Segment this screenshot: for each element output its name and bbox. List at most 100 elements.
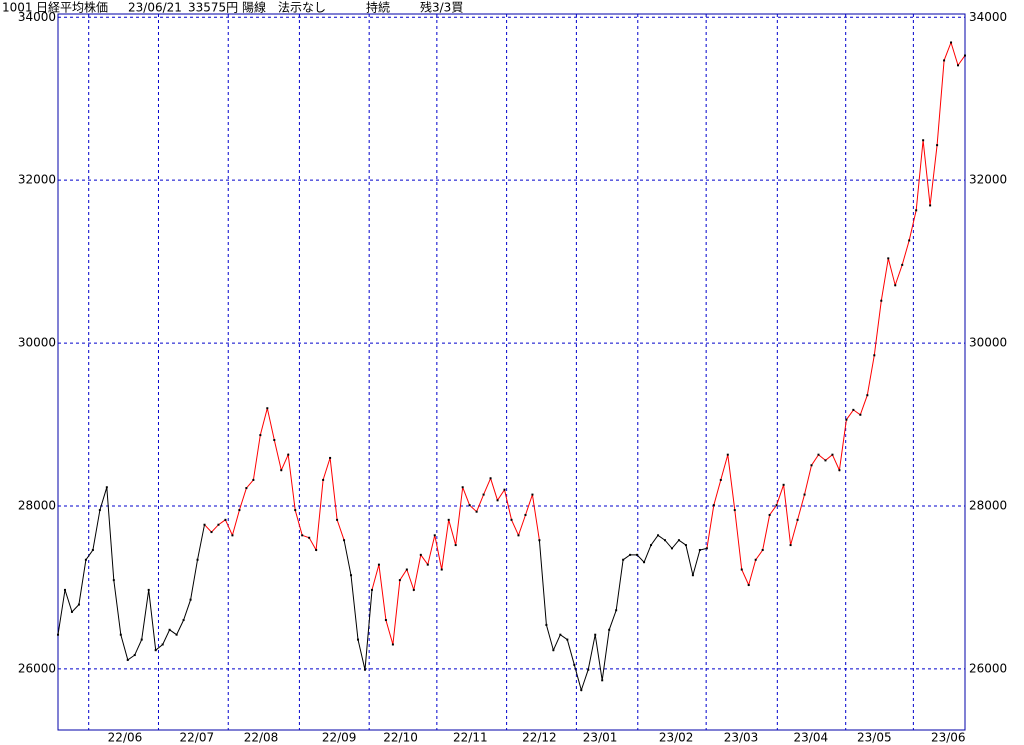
price-point	[189, 598, 192, 601]
price-point	[531, 493, 534, 496]
x-tick-label: 23/05	[857, 731, 892, 745]
price-point	[608, 628, 611, 631]
y-tick-label: 32000	[18, 173, 56, 187]
price-point	[636, 553, 639, 556]
x-tick-label: 22/08	[244, 731, 279, 745]
price-point	[580, 689, 583, 692]
price-point	[273, 439, 276, 442]
price-point	[98, 509, 101, 512]
price-point	[573, 663, 576, 666]
price-point	[657, 534, 660, 537]
y2-tick-label: 32000	[969, 173, 1007, 187]
price-line	[57, 487, 205, 661]
price-point	[154, 649, 157, 652]
price: 33575円	[188, 1, 238, 15]
price-point	[510, 518, 513, 521]
price-point	[119, 633, 122, 636]
price-point	[315, 548, 318, 551]
price-point	[768, 513, 771, 516]
price-point	[670, 547, 673, 550]
price-point	[950, 41, 953, 44]
price-point	[866, 394, 869, 397]
price-point	[84, 558, 87, 561]
x-tick-label: 23/06	[931, 731, 966, 745]
price-point	[112, 579, 115, 582]
price-point	[475, 510, 478, 513]
price-line	[343, 540, 373, 670]
price-point	[363, 668, 366, 671]
price-point	[698, 548, 701, 551]
price-point	[908, 239, 911, 242]
price-point	[747, 584, 750, 587]
price-point	[936, 144, 939, 147]
price-point	[57, 633, 59, 636]
price-point	[77, 603, 80, 606]
price-point	[489, 477, 492, 480]
price-line	[706, 40, 966, 587]
price-point	[552, 649, 555, 652]
y-tick-label: 34000	[18, 10, 56, 24]
y2-tick-label: 30000	[969, 336, 1007, 350]
x-tick-label: 22/07	[180, 731, 215, 745]
y-tick-label: 30000	[18, 336, 56, 350]
price-point	[433, 534, 436, 537]
price-point	[377, 563, 380, 566]
price-point	[133, 654, 136, 657]
price-point	[824, 459, 827, 462]
price-point	[517, 534, 520, 537]
price-point	[405, 568, 408, 571]
price-point	[440, 568, 443, 571]
position: 残3/3買	[420, 1, 463, 15]
price-point	[224, 518, 227, 521]
price-point	[231, 534, 234, 537]
price-point	[217, 523, 220, 526]
price-point	[384, 619, 387, 622]
plot-frame	[57, 13, 966, 731]
price-point	[838, 469, 841, 472]
y2-tick-label: 34000	[969, 10, 1007, 24]
price-point	[196, 558, 199, 561]
price-point	[775, 504, 778, 507]
price-point	[496, 499, 499, 502]
price-point	[880, 299, 883, 302]
price-point	[426, 563, 429, 566]
y2-tick-label: 28000	[969, 498, 1007, 512]
price-point	[719, 478, 722, 481]
status: 持続	[366, 0, 390, 15]
price-point	[726, 453, 729, 456]
price-point	[140, 638, 143, 641]
price-point	[733, 509, 736, 512]
price-point	[461, 486, 464, 489]
x-tick-label: 22/06	[108, 731, 143, 745]
signal: 法示なし	[278, 1, 326, 15]
price-point	[398, 579, 401, 582]
price-point	[182, 619, 185, 622]
price-point	[468, 504, 471, 507]
price-point	[761, 548, 764, 551]
price-point	[70, 610, 73, 613]
price-point	[301, 534, 304, 537]
price-point	[63, 588, 66, 591]
price-point	[643, 561, 646, 564]
price-point	[350, 574, 353, 577]
price-point	[245, 487, 248, 490]
price-point	[161, 643, 164, 646]
price-point	[412, 588, 415, 591]
price-point	[852, 408, 855, 411]
price-point	[845, 418, 848, 421]
price-point	[503, 488, 506, 491]
price-point	[691, 574, 694, 577]
code: 1001	[2, 1, 33, 15]
candle: 陽線	[242, 0, 266, 15]
price-point	[343, 539, 346, 542]
price-point	[266, 407, 269, 410]
y-tick-label: 26000	[18, 661, 56, 675]
price-point	[615, 609, 618, 612]
price-point	[238, 509, 241, 512]
price-point	[447, 518, 450, 521]
price-point	[859, 413, 862, 416]
y2-tick-label: 26000	[969, 661, 1007, 675]
price-point	[929, 204, 932, 207]
price-point	[677, 539, 680, 542]
